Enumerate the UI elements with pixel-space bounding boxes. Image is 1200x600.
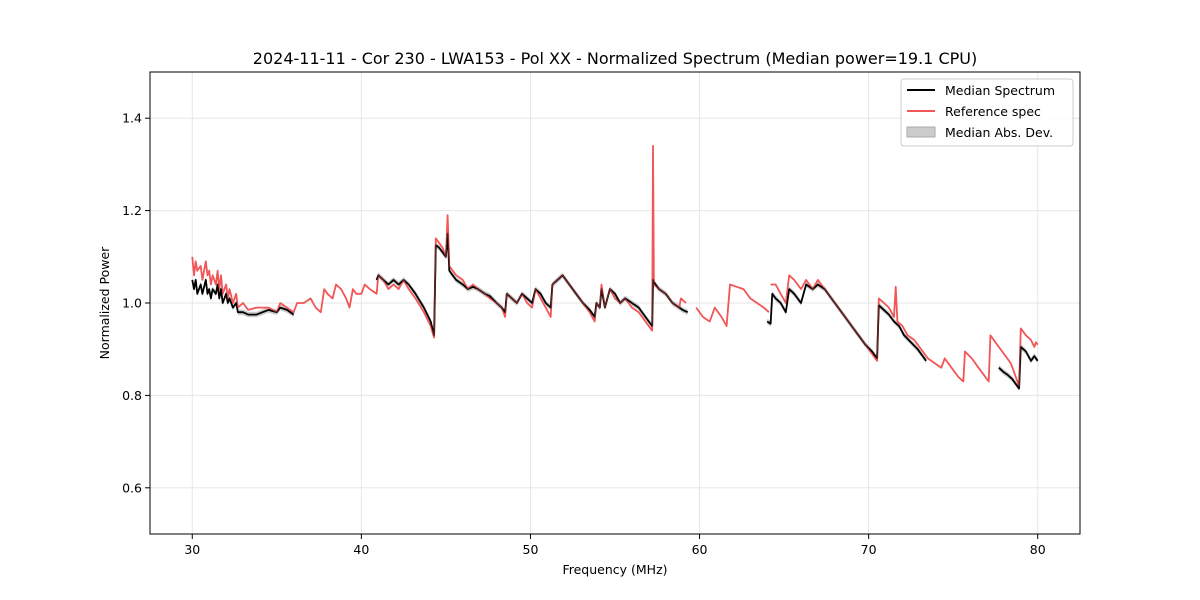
legend: Median Spectrum Reference spec Median Ab… xyxy=(900,78,1074,147)
y-axis-label: Normalized Power xyxy=(97,246,112,360)
reference-spec-line xyxy=(695,283,770,328)
x-tick-label: 50 xyxy=(523,542,539,557)
y-tick-label: 1.4 xyxy=(122,111,142,126)
median-spectrum-line xyxy=(191,278,295,316)
median-spectrum-line xyxy=(766,283,927,362)
legend-mad-label: Median Abs. Dev. xyxy=(945,125,1053,140)
legend-median-label: Median Spectrum xyxy=(945,83,1055,98)
x-tick-label: 40 xyxy=(353,542,369,557)
median-spectrum-line xyxy=(998,345,1039,390)
x-tick-label: 80 xyxy=(1030,542,1046,557)
reference-spec-overlay xyxy=(191,145,687,339)
y-tick-label: 0.8 xyxy=(122,388,142,403)
x-axis-label: Frequency (MHz) xyxy=(562,562,667,577)
x-tick-label: 30 xyxy=(184,542,200,557)
median-spectrum-line xyxy=(375,232,689,337)
y-axis-ticks: 0.6 0.8 1.0 1.2 1.4 xyxy=(122,111,150,495)
grid-lines xyxy=(150,72,1080,534)
x-tick-label: 60 xyxy=(692,542,708,557)
legend-reference-label: Reference spec xyxy=(945,104,1041,119)
x-tick-label: 70 xyxy=(861,542,877,557)
reference-spec-overlay xyxy=(695,283,770,327)
x-axis-ticks: 30 40 50 60 70 80 xyxy=(184,534,1046,557)
legend-mad-patch-icon xyxy=(906,126,936,138)
y-tick-label: 1.2 xyxy=(122,203,142,218)
chart-title: 2024-11-11 - Cor 230 - LWA153 - Pol XX -… xyxy=(253,49,977,68)
reference-spec-line xyxy=(770,274,1039,388)
mad-band-segment xyxy=(767,281,927,364)
legend-frame xyxy=(900,78,1074,147)
y-tick-label: 1.0 xyxy=(122,296,142,311)
reference-spec-overlay xyxy=(770,274,1039,387)
mad-band-segment xyxy=(376,230,688,339)
series-lines xyxy=(191,144,1039,390)
y-tick-label: 0.6 xyxy=(122,480,142,495)
